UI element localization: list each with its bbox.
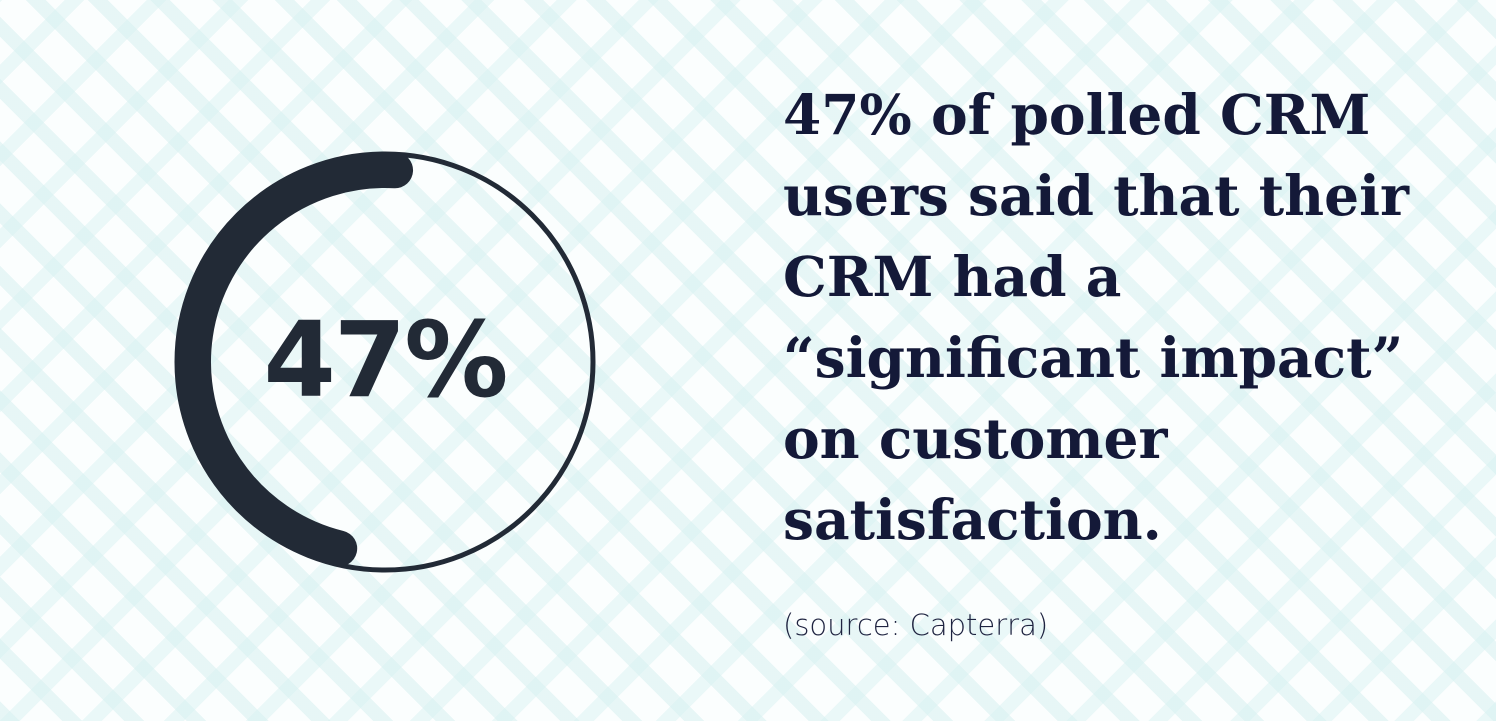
headline-line: CRM had a [783, 244, 1122, 309]
headline-line: on customer [783, 406, 1168, 471]
headline-line: “significant impact” [783, 325, 1404, 390]
headline-line: users said that their [783, 163, 1409, 228]
ring-fill-arc [175, 152, 414, 567]
headline: 47% of polled CRM users said that their … [783, 74, 1409, 560]
headline-line: 47% of polled CRM [783, 82, 1371, 147]
stat-value: 47% [263, 299, 509, 421]
headline-line: satisfaction. [783, 487, 1162, 552]
source-citation: (source: Capterra) [783, 608, 1049, 642]
